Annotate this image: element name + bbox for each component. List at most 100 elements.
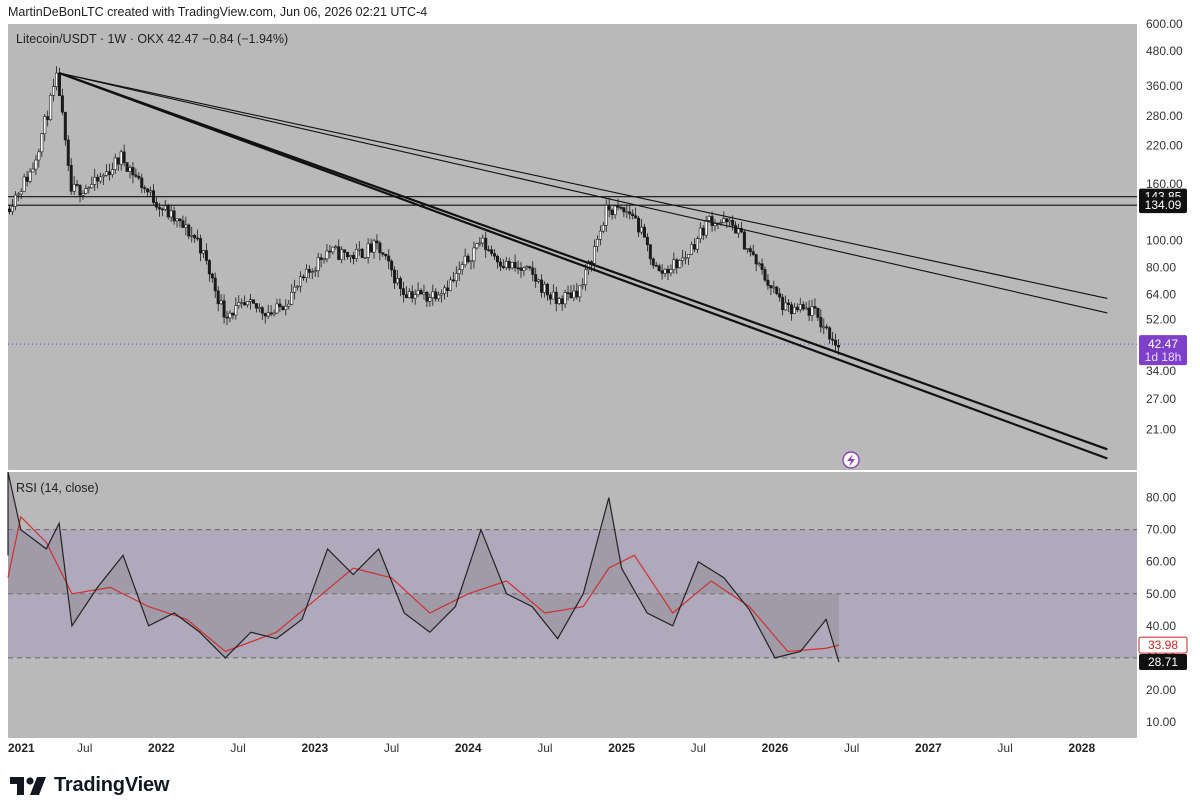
candle-up [431, 291, 435, 298]
candle-up [475, 243, 479, 249]
candle-down [651, 258, 655, 266]
time-axis-tick: 2026 [762, 741, 789, 755]
candle-down [328, 250, 332, 253]
time-axis-tick: 2024 [455, 741, 482, 755]
candle-down [301, 276, 305, 279]
candle-down [410, 291, 414, 299]
candle-down [243, 302, 247, 306]
candle-down [734, 225, 738, 234]
price-axis-tick: 160.00 [1146, 177, 1183, 191]
candle-up [640, 226, 644, 233]
rsi-line[interactable] [7, 471, 840, 663]
candle-down [642, 226, 646, 238]
symbol-legend[interactable]: Litecoin/USDT · 1W · OKX 42.47 −0.84 (−1… [16, 32, 289, 46]
trendline[interactable] [58, 71, 1108, 460]
candle-down [122, 151, 126, 163]
rsi-legend[interactable]: RSI (14, close) [16, 481, 99, 495]
candle-down [575, 290, 579, 298]
candle-down [801, 304, 805, 310]
level-tag-bg[interactable] [1139, 197, 1187, 214]
rsi-ma-tag-bg[interactable] [1138, 636, 1188, 654]
candle-down [260, 307, 264, 314]
candle-up [504, 261, 508, 268]
candle-down [495, 255, 499, 263]
rsi-value-tag: 28.71 [1148, 655, 1178, 669]
candle-up [625, 211, 629, 214]
candle-up [440, 293, 444, 296]
candle-down [69, 165, 73, 192]
candle-up [792, 306, 796, 314]
candle-down [75, 183, 79, 186]
candle-down [516, 267, 520, 270]
candle-up [698, 227, 702, 239]
level-tag: 134.09 [1145, 198, 1182, 212]
candle-down [637, 217, 641, 233]
time-axis-tick: 2027 [915, 741, 942, 755]
candle-up [454, 273, 458, 282]
price-axis-tick: 100.00 [1146, 234, 1183, 248]
price-axis-tick: 600.00 [1146, 17, 1183, 31]
candle-up [49, 94, 53, 120]
candle-down [836, 344, 840, 348]
candle-up [163, 205, 167, 210]
price-axis[interactable] [1137, 24, 1200, 738]
candle-up [293, 286, 297, 293]
candle-up [228, 312, 232, 319]
candle-down [187, 224, 191, 237]
last-price-tag-bg[interactable] [1139, 335, 1187, 366]
trendline[interactable] [58, 71, 1108, 451]
candle-up [354, 248, 358, 260]
candle-down [739, 228, 743, 233]
candle-up [604, 205, 608, 226]
candle-up [40, 133, 44, 153]
candle-up [37, 151, 41, 161]
candle-up [407, 291, 411, 298]
candle-down [528, 266, 532, 269]
candle-up [595, 239, 599, 247]
candle-up [798, 304, 802, 311]
candle-down [269, 312, 273, 315]
lightning-bolt-glyph [847, 454, 855, 467]
candle-down [66, 139, 70, 166]
candle-up [413, 294, 417, 299]
candle-up [290, 291, 294, 305]
candle-down [263, 312, 267, 317]
rsi-axis-tick: 50.00 [1146, 587, 1176, 601]
candle-up [587, 261, 591, 271]
candle-up [363, 257, 367, 259]
rsi-value-tag-bg[interactable] [1139, 654, 1187, 671]
candle-up [684, 257, 688, 260]
trendline[interactable] [59, 72, 1108, 314]
candle-down [545, 283, 549, 296]
rsi-ma-line[interactable] [7, 515, 840, 653]
candle-down [375, 240, 379, 244]
candle-up [169, 210, 173, 218]
candle-up [572, 290, 576, 299]
candle-down [166, 205, 170, 218]
candle-down [231, 312, 235, 316]
candle-up [598, 230, 602, 240]
candle-down [781, 296, 785, 311]
candle-up [52, 86, 56, 96]
candle-down [493, 253, 497, 257]
candle-down [172, 210, 176, 222]
candle-up [719, 222, 723, 224]
candle-down [401, 288, 405, 295]
candle-down [360, 248, 364, 259]
candle-down [813, 306, 817, 309]
candle-down [57, 72, 61, 97]
candle-down [137, 176, 141, 179]
candle-up [22, 176, 26, 192]
candle-down [254, 303, 258, 309]
candle-down [548, 294, 552, 300]
candle-down [384, 253, 388, 257]
candle-up [93, 176, 97, 185]
time-axis[interactable] [8, 738, 1200, 766]
candle-up [478, 242, 482, 245]
candle-down [154, 202, 158, 208]
price-pane[interactable] [8, 24, 1137, 470]
candle-down [622, 207, 626, 213]
candle-down [701, 227, 705, 236]
trendline[interactable] [59, 72, 1108, 299]
